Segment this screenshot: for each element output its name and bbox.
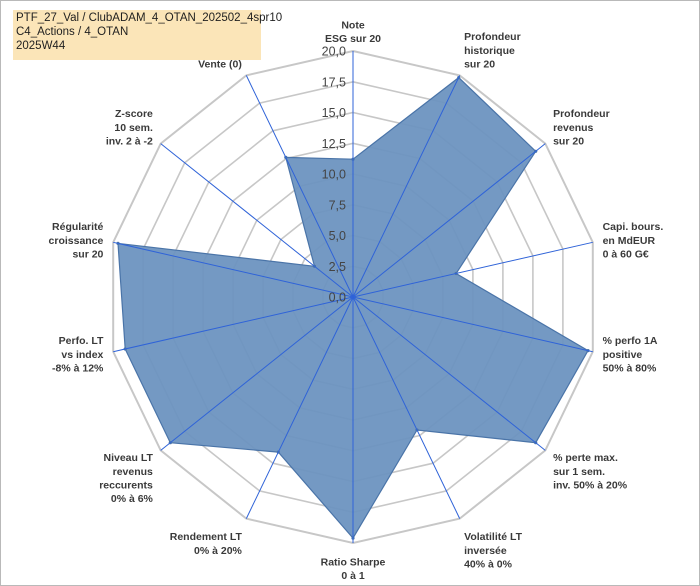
- axis-label-line: en MdEUR: [603, 235, 656, 247]
- axis-label-line: Niveau LT: [103, 452, 153, 464]
- axis-label: Profondeur historique sur 20: [464, 31, 521, 70]
- axis-spoke: [352, 75, 461, 298]
- axis-spoke: [113, 241, 354, 298]
- axis-label: Niveau LT revenus reccurents 0% à 6%: [99, 452, 153, 505]
- axis-label-line: % perfo 1A: [603, 335, 658, 347]
- axis-label-line: -8% à 12%: [52, 362, 104, 374]
- axis-label-line: reccurents: [99, 479, 153, 491]
- axis-label-line: 50% à 80%: [603, 362, 657, 374]
- axis-label-line: positive: [603, 349, 643, 361]
- tick-label: 10,0: [322, 168, 346, 182]
- axis-label: % perfo 1A positive 50% à 80%: [603, 335, 658, 374]
- axis-label-line: Volatilité LT: [464, 531, 523, 543]
- radar-axes: [113, 51, 593, 543]
- axis-label: Capi. bours. en MdEUR 0 à 60 G€: [603, 221, 664, 260]
- axis-label-line: Perfo. LT: [59, 335, 104, 347]
- axis-label-line: inv. 2 à -2: [106, 135, 153, 147]
- axis-label-line: revenus: [553, 122, 593, 134]
- axis-label-line: sur 20: [72, 248, 103, 260]
- axis-label-line: Ratio Sharpe: [321, 557, 386, 569]
- axis-label-line: Régularité: [52, 221, 104, 233]
- axis-label-line: inversée: [464, 545, 507, 557]
- axis-spoke: [352, 296, 593, 353]
- axis-label-line: historique: [464, 45, 515, 57]
- tick-label: 0,0: [329, 291, 346, 305]
- axis-label-line: 10 sem.: [114, 122, 153, 134]
- chart-title-box: PTF_27_Val / ClubADAM_4_OTAN_202502_4spr…: [13, 10, 283, 60]
- axis-label-line: croissance: [49, 235, 104, 247]
- axis-label-line: Vente (0): [198, 58, 242, 70]
- axis-label-line: Capi. bours.: [603, 221, 664, 233]
- axis-spoke: [113, 296, 354, 353]
- axis-spoke: [245, 75, 354, 298]
- axis-label: Régularité croissance sur 20: [49, 221, 104, 260]
- tick-label: 2,5: [329, 260, 346, 274]
- radar-tick-labels: 0,0 2,5 5,0 7,5 10,0 12,5 15,0 17,5 20,0: [322, 45, 346, 305]
- axis-label: Note ESG sur 20: [325, 19, 381, 45]
- axis-label-line: 0% à 20%: [194, 545, 243, 557]
- chart-title-line-2: C4_Actions / 4_OTAN: [16, 26, 129, 38]
- axis-spoke: [352, 296, 546, 451]
- axis-label-line: Note: [341, 19, 364, 31]
- axis-label: Ratio Sharpe 0 à 1: [321, 557, 386, 583]
- axis-spoke: [352, 241, 593, 298]
- axis-spoke: [160, 143, 354, 298]
- axis-label-line: vs index: [61, 349, 103, 361]
- axis-label-line: sur 20: [464, 58, 495, 70]
- axis-spoke: [352, 296, 461, 519]
- axis-label-line: 0% à 6%: [111, 493, 154, 505]
- axis-label-line: % perte max.: [553, 452, 618, 464]
- tick-label: 17,5: [322, 75, 346, 89]
- radar-axis-labels: Note ESG sur 20 Profondeur historique sur 20…: [49, 19, 664, 582]
- axis-label: Perfo. LT vs index -8% à 12%: [52, 335, 104, 374]
- axis-label-line: revenus: [113, 466, 153, 478]
- axis-label: % perte max. sur 1 sem. inv. 50% à 20%: [553, 452, 628, 491]
- axis-label-line: Rendement LT: [170, 531, 243, 543]
- tick-label: 20,0: [322, 45, 346, 59]
- axis-label-line: Profondeur: [464, 31, 521, 43]
- axis-label-line: ESG sur 20: [325, 33, 381, 45]
- tick-label: 15,0: [322, 106, 346, 120]
- axis-spoke: [160, 296, 354, 451]
- chart-title-line-1: PTF_27_Val / ClubADAM_4_OTAN_202502_4spr…: [16, 12, 283, 24]
- chart-title-line-3: 2025W44: [16, 40, 66, 52]
- tick-label: 12,5: [322, 137, 346, 151]
- axis-label-line: 0 à 60 G€: [603, 248, 649, 260]
- axis-label-line: Profondeur: [553, 108, 610, 120]
- tick-label: 5,0: [329, 229, 346, 243]
- axis-label: Rendement LT 0% à 20%: [170, 531, 243, 557]
- axis-label-line: inv. 50% à 20%: [553, 479, 628, 491]
- axis-label-line: sur 1 sem.: [553, 466, 605, 478]
- axis-label-line: 0 à 1: [341, 570, 365, 582]
- tick-label: 7,5: [329, 198, 346, 212]
- axis-spoke: [245, 296, 354, 519]
- axis-label: Volatilité LT inversée 40% à 0%: [464, 531, 523, 570]
- axis-label-line: sur 20: [553, 135, 584, 147]
- axis-label: Profondeur revenus sur 20: [553, 108, 610, 147]
- axis-spoke: [352, 143, 546, 298]
- axis-label-line: 40% à 0%: [464, 558, 513, 570]
- axis-label: Z-score 10 sem. inv. 2 à -2: [106, 108, 153, 147]
- axis-label-line: Z-score: [115, 108, 153, 120]
